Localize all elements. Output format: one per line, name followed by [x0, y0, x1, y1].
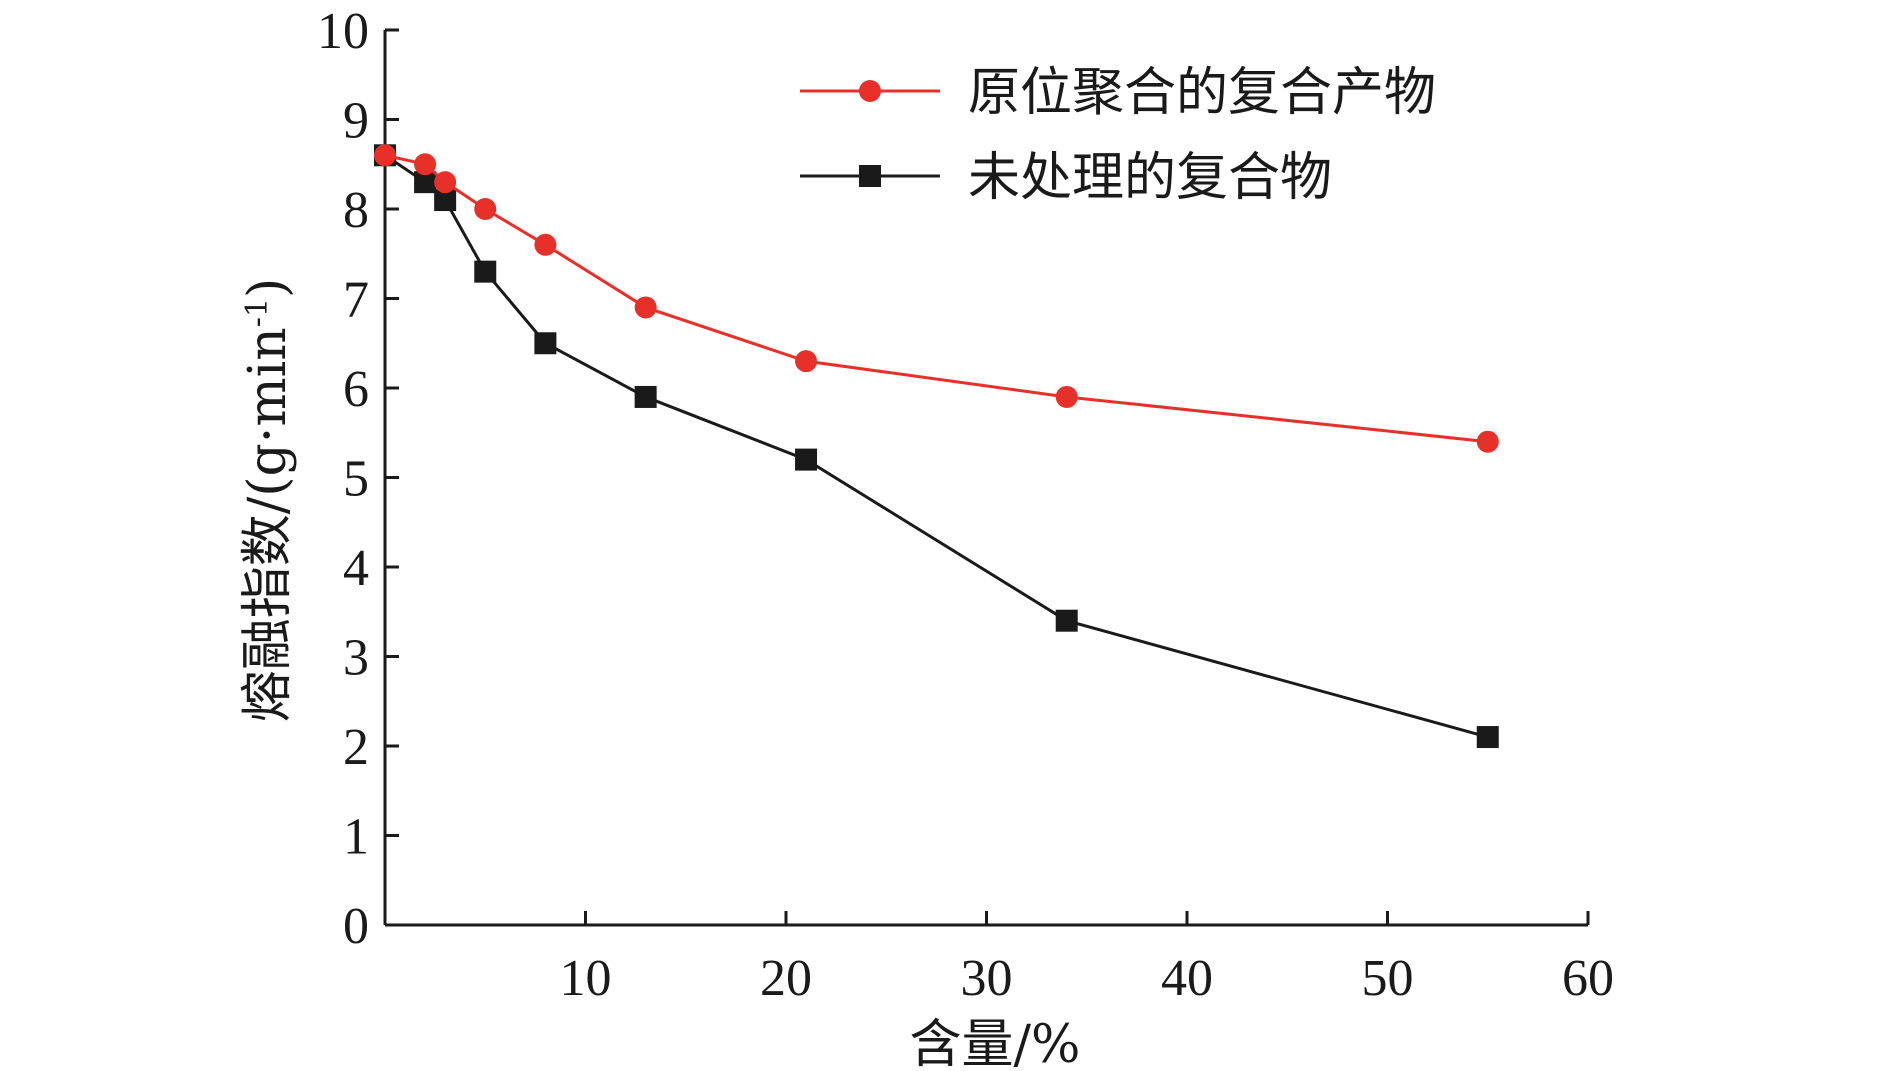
y-axis-title-main: 熔融指数/(g·min	[238, 327, 298, 722]
y-tick-label: 4	[343, 540, 369, 597]
series-0	[374, 144, 1499, 453]
y-tick-label: 2	[343, 719, 369, 776]
y-axis-title-close: )	[238, 278, 298, 298]
x-tick-label: 60	[1562, 950, 1614, 1007]
data-point	[795, 350, 818, 373]
x-axis-title: 含量/%	[910, 1015, 1081, 1071]
data-point	[374, 144, 396, 167]
data-point	[1055, 385, 1078, 408]
data-point	[1476, 726, 1499, 749]
y-tick-label: 1	[343, 809, 369, 866]
legend-marker-series-1	[859, 165, 881, 187]
y-tick-label: 5	[343, 451, 369, 508]
data-point	[1055, 609, 1078, 632]
series-1	[374, 144, 1499, 749]
x-tick-label: 30	[961, 950, 1013, 1007]
data-point	[414, 153, 437, 176]
data-point	[474, 198, 497, 220]
y-tick-label: 10	[317, 3, 369, 60]
data-point	[1476, 430, 1499, 453]
y-tick-label: 0	[343, 898, 369, 955]
series-layer	[374, 144, 1499, 749]
data-point	[474, 260, 497, 283]
data-point	[414, 171, 437, 194]
y-tick-label: 8	[343, 182, 369, 239]
legend: 原位聚合的复合产物 未处理的复合物	[800, 63, 1436, 208]
axes: 0 1 2 3 4 5 6 7 8 9 10 10 20 30 40 50 60	[317, 3, 1614, 1007]
data-point	[534, 332, 557, 355]
y-tick-label: 3	[343, 630, 369, 687]
x-tick-label: 20	[760, 950, 812, 1007]
data-point	[634, 296, 657, 319]
legend-marker-series-0	[859, 80, 881, 102]
legend-label-series-1: 未处理的复合物	[968, 148, 1332, 208]
y-axis-title: 熔融指数/(g·min-1)	[238, 278, 298, 723]
x-tick-label: 10	[560, 950, 612, 1007]
y-tick-label: 9	[343, 93, 369, 150]
legend-label-series-0: 原位聚合的复合产物	[968, 63, 1436, 123]
data-point	[795, 448, 818, 471]
data-point	[434, 171, 457, 194]
y-axis-title-superscript: -1	[240, 298, 275, 327]
data-point	[434, 189, 457, 212]
data-point	[634, 385, 657, 408]
x-tick-label: 50	[1362, 950, 1414, 1007]
x-tick-label: 40	[1161, 950, 1213, 1007]
y-tick-label: 7	[343, 272, 369, 329]
y-tick-label: 6	[343, 361, 369, 418]
data-point	[534, 233, 557, 256]
